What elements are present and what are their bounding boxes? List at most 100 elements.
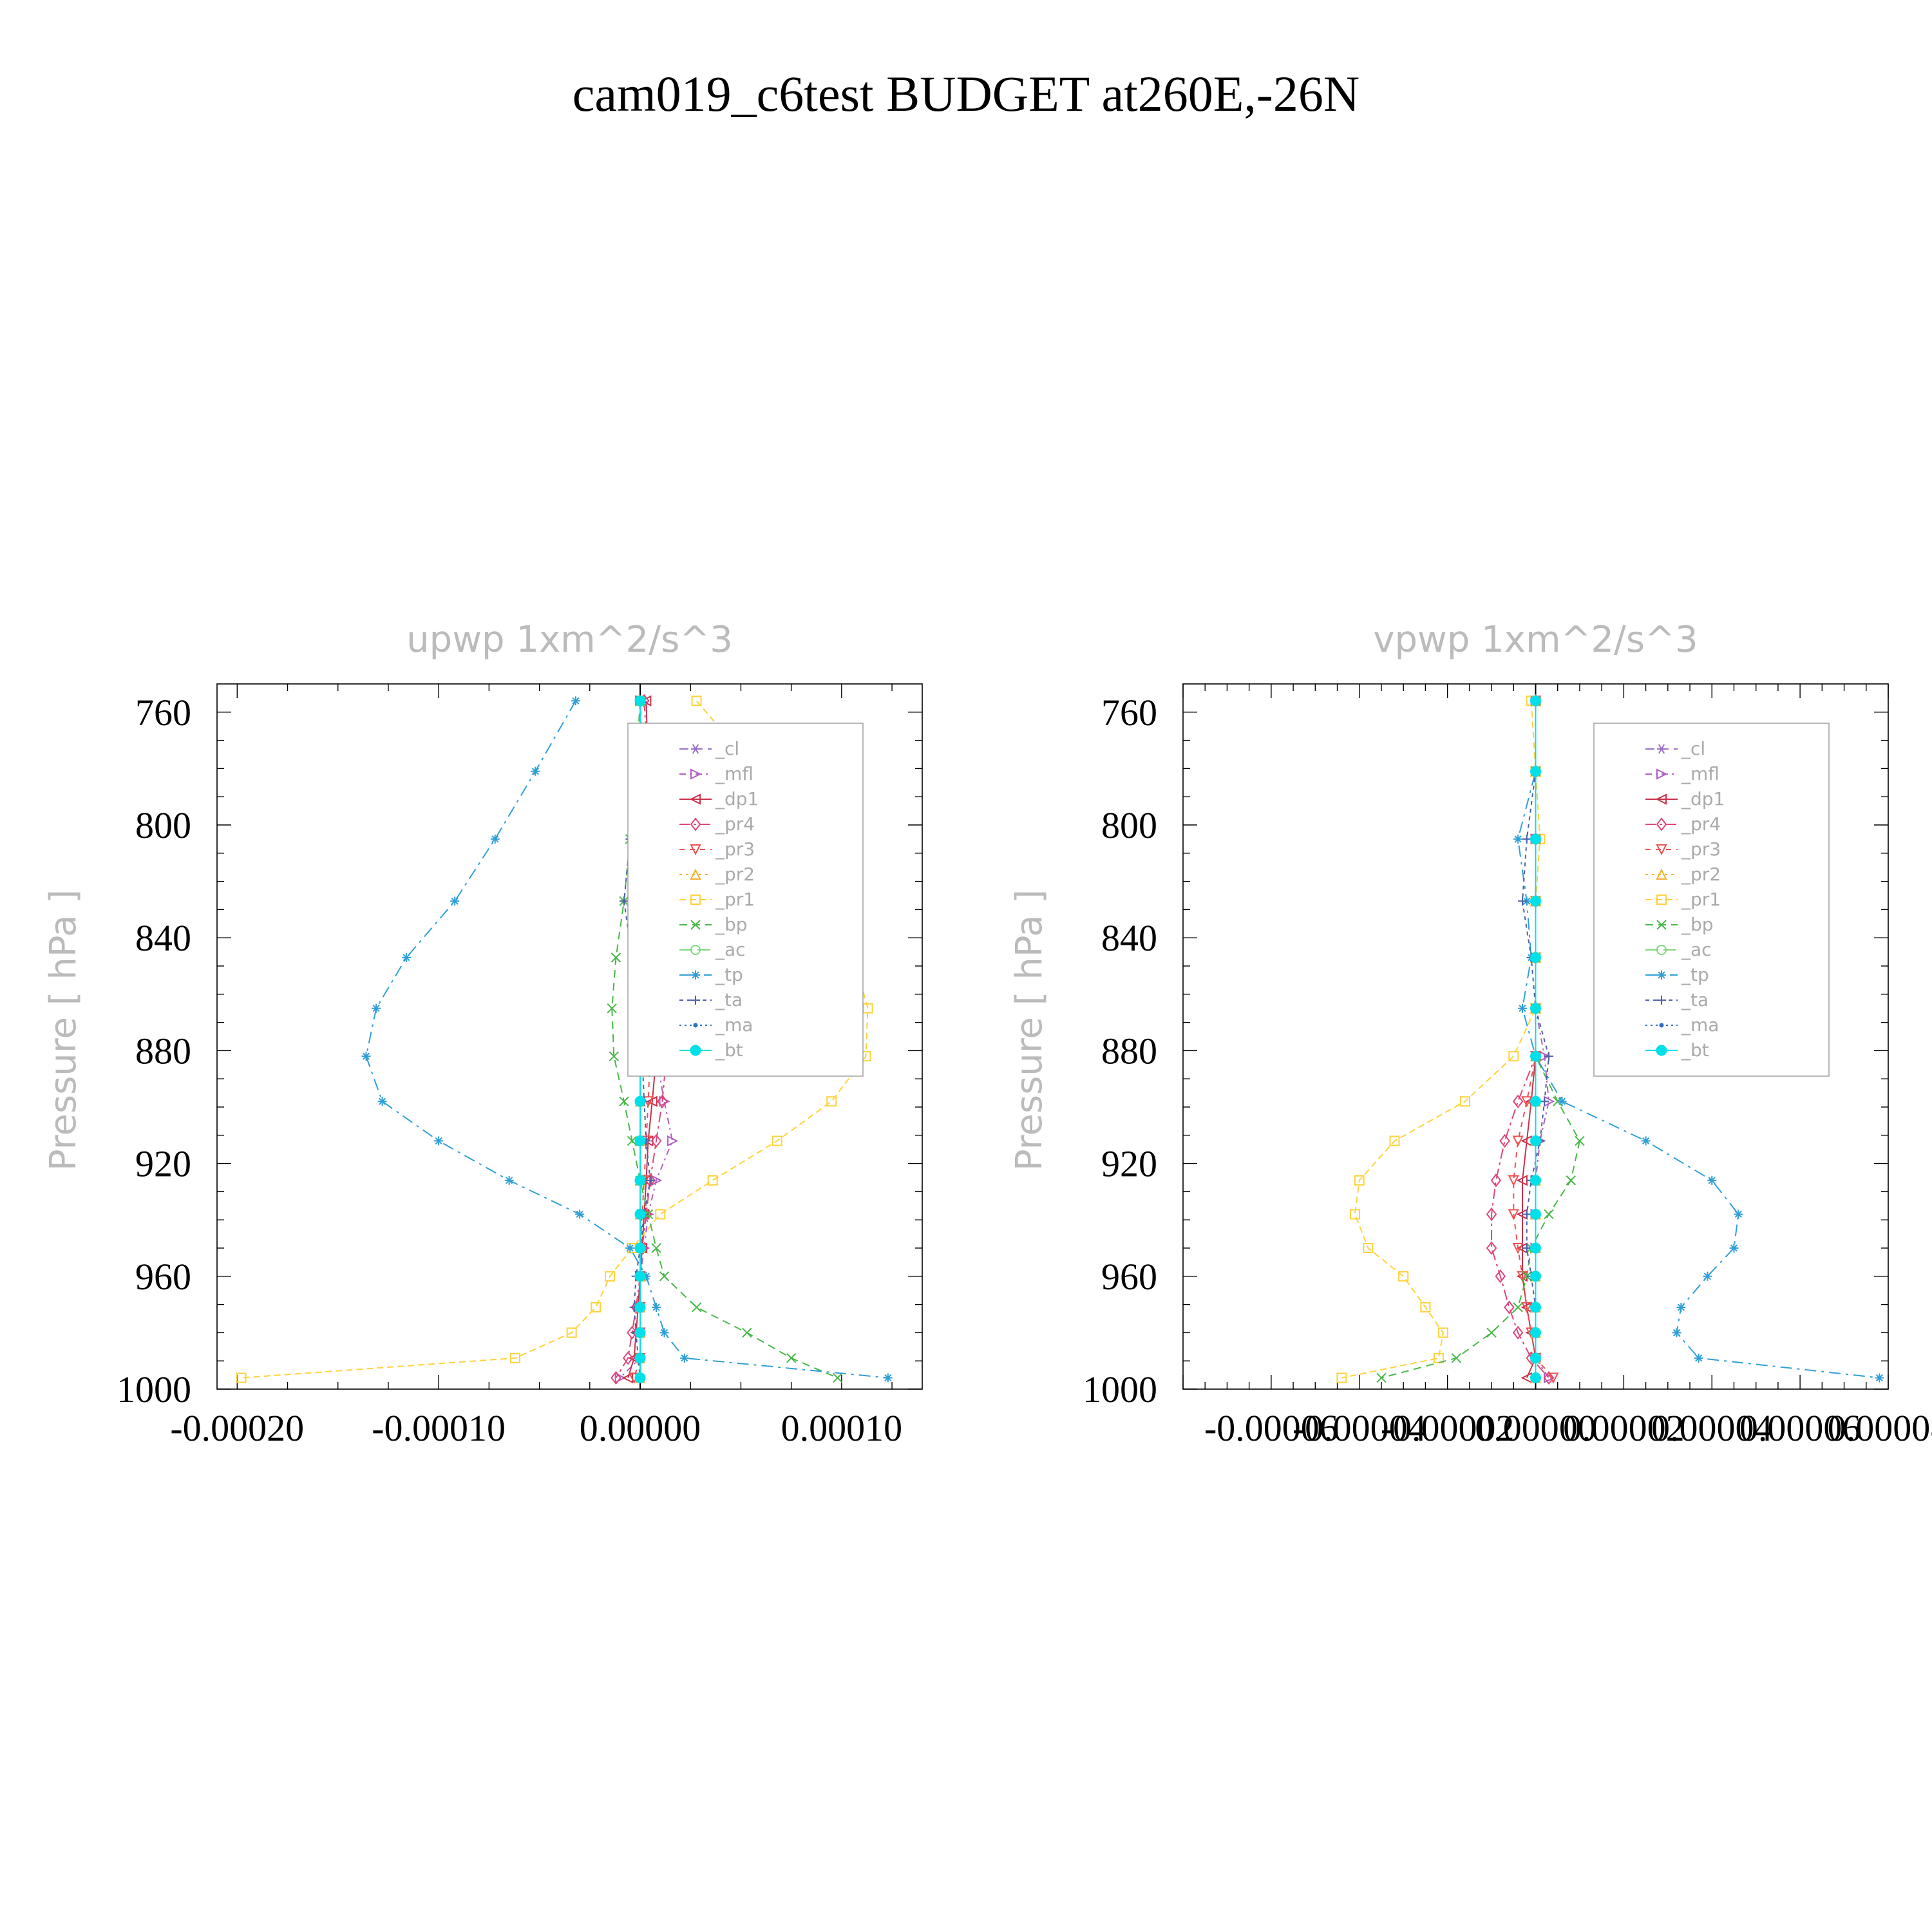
data-point_tp [450, 896, 460, 906]
data-point_bp [1566, 1175, 1576, 1186]
data-point_bt [1530, 1003, 1541, 1014]
legend-marker [1656, 920, 1667, 930]
x-tick-label: 0.00000 [1475, 1407, 1596, 1449]
data-point_tp [504, 1175, 514, 1185]
y-tick-label: 960 [135, 1256, 191, 1298]
x-tick-label: 0.00006 [1739, 1407, 1861, 1449]
legend-label: _pr3 [715, 838, 755, 860]
legend-label: _pr3 [1681, 838, 1721, 860]
legend-label: _bt [715, 1039, 743, 1061]
data-point_pr1 [655, 1209, 666, 1220]
data-point_tp [625, 1244, 635, 1253]
legend-marker [690, 868, 701, 880]
legend-marker [1659, 1023, 1664, 1028]
legend-label: _pr1 [715, 889, 755, 910]
data-point_pr1 [862, 1003, 873, 1014]
legend-marker [1655, 793, 1667, 805]
data-point_bt [634, 1372, 646, 1383]
data-point_pr3 [1521, 1096, 1533, 1108]
data-point_tp [571, 696, 580, 706]
data-point_pr4 [1490, 1173, 1502, 1188]
data-point_bt [634, 1352, 646, 1364]
data-point_ta [1522, 834, 1531, 844]
legend-label: _ac [1681, 939, 1712, 960]
data-point_tp [1672, 1328, 1681, 1338]
legend-marker [690, 945, 701, 955]
x-tick-label: 0.00010 [781, 1407, 903, 1449]
data-point_bp [1575, 1135, 1585, 1146]
data-point_pr1 [1437, 1327, 1448, 1338]
legend-label: _pr2 [1681, 864, 1721, 885]
data-point_tp [531, 766, 540, 776]
data-point_bp [651, 1243, 661, 1253]
data-point_bt [634, 1208, 646, 1220]
data-point_pr1 [1354, 1175, 1365, 1186]
data-point_tp [402, 952, 412, 962]
data-point_pr3 [1548, 1372, 1559, 1384]
data-point_pr4 [622, 1351, 634, 1365]
data-point_tp [1513, 834, 1523, 844]
legend-marker [1656, 844, 1667, 856]
legend-marker [1656, 1045, 1667, 1056]
legend-label: _tp [1681, 964, 1709, 985]
legend-label: _pr1 [1681, 889, 1721, 910]
data-point_tp [490, 834, 500, 844]
legend-box [1593, 723, 1830, 1077]
legend-label: _bt [1681, 1039, 1709, 1061]
data-point_tp [1729, 1244, 1739, 1253]
legend-box [627, 723, 864, 1077]
data-point_pr1 [1420, 1302, 1431, 1312]
data-point_pr3 [1512, 1135, 1524, 1147]
data-point_pr4 [657, 1094, 668, 1108]
data-point_tp [1707, 1175, 1717, 1185]
legend-marker [691, 996, 700, 1005]
panels: upwp 1xm^2/s^3 Pressure [ hPa ] 760 800 840 8… [43, 619, 1932, 1449]
data-point_bp [1451, 1353, 1462, 1363]
data-point_ta [645, 1175, 655, 1185]
legend-marker [690, 844, 701, 856]
data-point_bt [1530, 952, 1541, 963]
y-axis-label: Pressure [ hPa ] [1009, 889, 1050, 1171]
data-point_pr1 [236, 1372, 247, 1383]
y-tick-label: 920 [135, 1143, 191, 1185]
data-point_bp [1486, 1327, 1497, 1338]
data-point_bt [1530, 1242, 1541, 1254]
data-point_bp [832, 1372, 843, 1383]
data-point_bt [634, 1271, 646, 1282]
data-point_tp [1557, 1097, 1567, 1106]
legend-label: _ac [715, 939, 746, 960]
data-point_bt [1530, 1372, 1541, 1383]
panel-title: upwp 1xm^2/s^3 [406, 619, 733, 661]
legend-label: _ta [1681, 989, 1709, 1010]
data-point_bt [1530, 1095, 1541, 1107]
data-point_tp [434, 1136, 444, 1146]
data-point_bt [634, 1327, 646, 1338]
data-point_ta [1522, 1244, 1531, 1253]
legend-label: _bp [715, 914, 748, 935]
legend-marker [1657, 971, 1666, 980]
data-point_tp [1641, 1136, 1651, 1146]
data-point_mfl [667, 1135, 679, 1147]
data-point_pr1 [1398, 1271, 1409, 1282]
data-point_pr3 [1521, 1302, 1533, 1314]
data-point_bt [1530, 833, 1541, 845]
legend-label: _pr2 [715, 864, 755, 885]
data-point_bt [1530, 1352, 1541, 1364]
legend-label: _pr4 [1681, 813, 1721, 835]
x-tick-label: -0.00004 [1293, 1407, 1426, 1449]
data-point_bp [611, 952, 621, 963]
data-point_pr1 [707, 1175, 718, 1186]
series-layer [1336, 694, 1884, 1385]
x-tick-label: -0.00020 [170, 1407, 304, 1449]
y-tick-label: 840 [1101, 917, 1157, 959]
data-point_tp [659, 1328, 669, 1338]
data-point_bt [1530, 1271, 1541, 1282]
data-point_mfl [614, 1372, 626, 1384]
legend-label: _dp1 [715, 788, 759, 810]
data-point_bp [627, 1135, 638, 1146]
legend-marker [690, 768, 702, 780]
data-point_pr1 [591, 1302, 601, 1312]
data-point_tp [377, 1097, 387, 1106]
legend-marker [1657, 744, 1666, 754]
